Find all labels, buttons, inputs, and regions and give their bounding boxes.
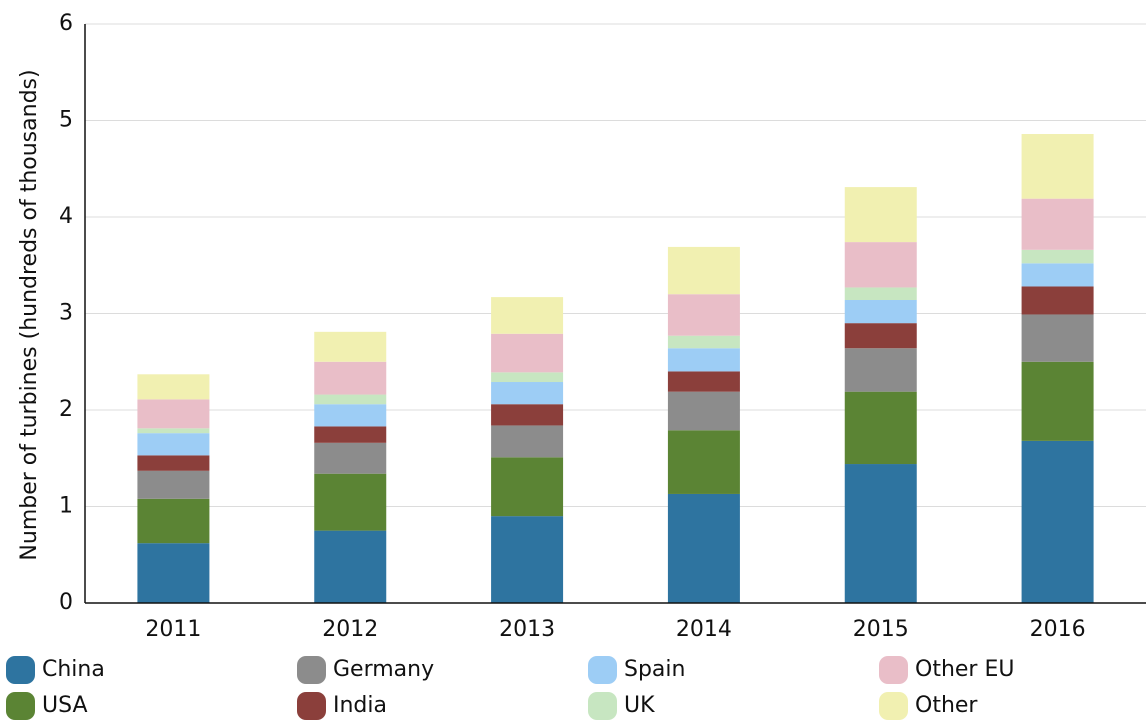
x-tick-label: 2011 [145, 617, 201, 642]
legend-swatch [6, 692, 35, 720]
bar-segment [844, 299, 917, 324]
bar-segment [491, 382, 564, 405]
x-tick-label: 2015 [853, 617, 909, 642]
bar-segment [137, 470, 210, 499]
bar-segment [491, 516, 564, 603]
bar-segment [844, 348, 917, 392]
bar-segment [137, 455, 210, 471]
bar-segment [491, 333, 564, 373]
bar-segment [1021, 314, 1094, 362]
legend-swatch [879, 692, 908, 720]
bar-segment [314, 394, 387, 405]
bar-segment [137, 433, 210, 456]
y-tick-label: 4 [59, 204, 73, 229]
bar-segment [667, 391, 740, 431]
legend-swatch [588, 656, 617, 684]
bar-segment [844, 242, 917, 288]
bar-segment [314, 442, 387, 474]
bar-segment [667, 246, 740, 295]
bar-segment [1021, 286, 1094, 315]
bar-segment [844, 187, 917, 243]
y-tick-label: 2 [59, 397, 73, 422]
legend-swatch [297, 656, 326, 684]
bar-segment [491, 425, 564, 458]
bar-segment [137, 374, 210, 400]
legend-label: UK [624, 693, 655, 718]
bar-segment [844, 464, 917, 603]
legend-swatch [879, 656, 908, 684]
y-tick-label: 3 [59, 301, 73, 326]
bar-segment [137, 498, 210, 544]
legend-label: China [42, 657, 105, 682]
bar-segment [491, 457, 564, 517]
bar-segment [314, 404, 387, 427]
legend-label: India [333, 693, 387, 718]
bar-segment [1021, 361, 1094, 441]
y-tick-label: 1 [59, 494, 73, 519]
y-tick-label: 5 [59, 108, 73, 133]
legend-label: Spain [624, 657, 685, 682]
y-axis-label: Number of turbines (hundreds of thousand… [17, 69, 42, 560]
bar-segment [314, 426, 387, 443]
bar-segment [491, 404, 564, 426]
bar-segment [844, 323, 917, 349]
legend-label: Other [915, 693, 978, 718]
bar-segment [137, 399, 210, 429]
bar-segment [1021, 134, 1094, 199]
bar-segment [844, 391, 917, 465]
x-tick-label: 2012 [322, 617, 378, 642]
bar-segment [667, 430, 740, 494]
y-tick-label: 6 [59, 11, 73, 36]
bar-segment [667, 294, 740, 336]
bar-segment [1021, 263, 1094, 287]
bar-segment [1021, 249, 1094, 264]
bar-segment [137, 543, 210, 603]
bar-segment [1021, 440, 1094, 603]
legend-label: Germany [333, 657, 434, 682]
x-tick-label: 2013 [499, 617, 555, 642]
bar-segment [314, 331, 387, 362]
bar-segment [491, 297, 564, 334]
bar-segment [667, 371, 740, 392]
legend-swatch [6, 656, 35, 684]
bar-segment [667, 348, 740, 372]
bar-segment [844, 287, 917, 300]
x-tick-label: 2016 [1030, 617, 1086, 642]
y-tick-label: 0 [59, 590, 73, 615]
legend-swatch [297, 692, 326, 720]
bar-segment [1021, 198, 1094, 250]
bar-segment [667, 493, 740, 603]
legend-label: Other EU [915, 657, 1014, 682]
bar-segment [314, 473, 387, 531]
x-tick-label: 2014 [676, 617, 732, 642]
bar-segment [137, 428, 210, 434]
bar-segment [314, 530, 387, 603]
legend-label: USA [42, 693, 88, 718]
legend-swatch [588, 692, 617, 720]
bar-segment [314, 361, 387, 395]
bar-segment [667, 335, 740, 349]
bar-segment [491, 372, 564, 383]
